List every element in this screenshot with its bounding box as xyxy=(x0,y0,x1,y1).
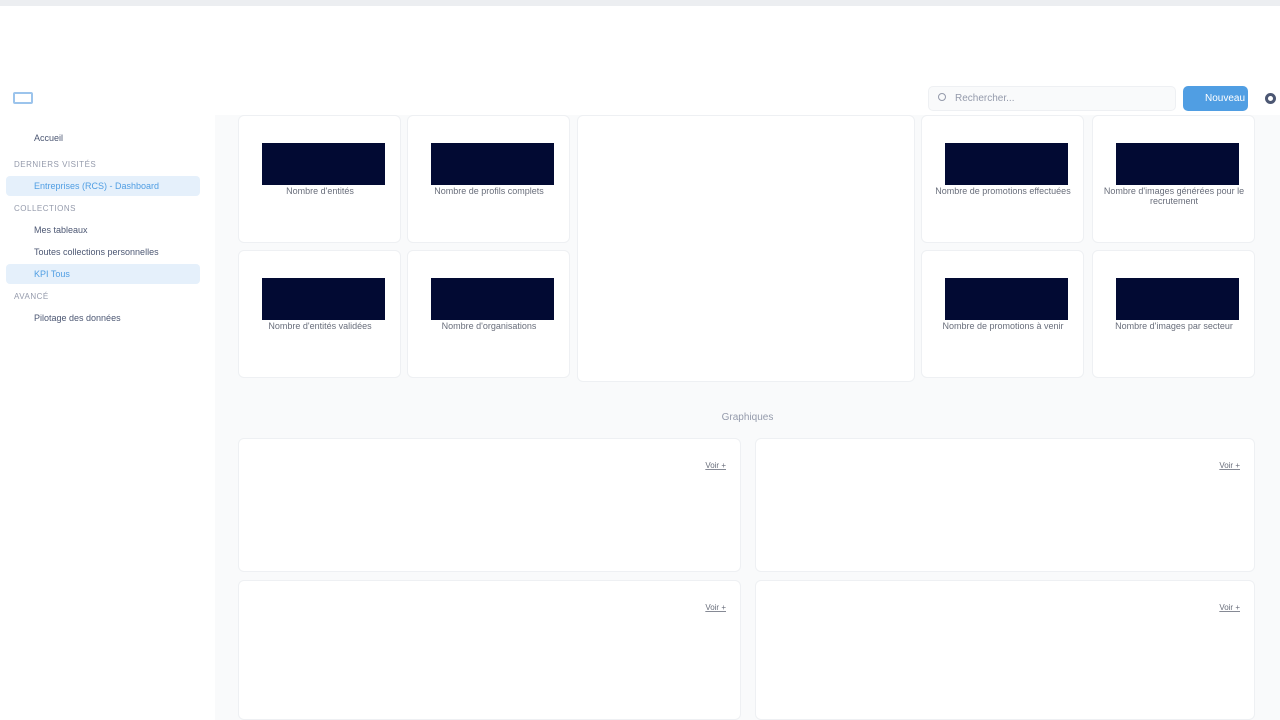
kpi-label: Nombre d'organisations xyxy=(441,321,537,331)
kpi-card: Nombre d'organisations xyxy=(407,250,570,378)
chart: Entités par ville (%)Nice5.556%Bordeaux3… xyxy=(578,116,914,381)
section-title: DERNIERS VISITÉS xyxy=(14,160,97,169)
dashboard: Nombre d'entités Nombre de profils comple… xyxy=(215,115,1280,720)
kpi-card: Nombre d'images par secteur xyxy=(1092,250,1255,378)
kpi-card: Nombre de promotions à venir xyxy=(921,250,1084,378)
nav-item[interactable]: Toutes collections personnelles xyxy=(34,247,159,257)
line-chart-card: Nombre de connexions par mois - TousVoir… xyxy=(238,438,741,572)
redacted-value xyxy=(262,278,385,320)
line-chart-card: Nombre de clics par jour - TousVoir +171… xyxy=(755,580,1255,720)
kpi-label: Nombre d'images par secteur xyxy=(1115,321,1233,331)
chart: Nombre de connexions par mois - TousVoir… xyxy=(705,461,726,470)
kpi-label: Nombre d'images générées pour le recrute… xyxy=(1103,186,1245,206)
redacted-value xyxy=(431,278,554,320)
line-chart-card: Nombre d'utilisateurs - TousVoir +101103… xyxy=(238,580,741,720)
kpi-label: Nombre de promotions à venir xyxy=(942,321,1064,331)
kpi-label: Nombre de profils complets xyxy=(434,186,544,196)
section-title: COLLECTIONS xyxy=(14,204,76,213)
chart: Profils par mois - TousVoir +54552502964… xyxy=(1219,461,1240,470)
kpi-card: Nombre d'entités validées xyxy=(238,250,401,378)
logo[interactable] xyxy=(13,92,33,104)
redacted-value xyxy=(431,143,554,185)
nav-item[interactable]: Mes tableaux xyxy=(34,225,88,235)
redacted-value xyxy=(945,278,1068,320)
kpi-card: Nombre d'entités xyxy=(238,115,401,243)
search-icon xyxy=(938,93,946,101)
chart-link[interactable]: Voir + xyxy=(1219,461,1240,470)
kpi-card: Nombre de promotions effectuées xyxy=(921,115,1084,243)
search-box[interactable]: Rechercher... xyxy=(928,86,1176,111)
nav-item[interactable]: KPI Tous xyxy=(6,264,200,284)
section-title: AVANCÉ xyxy=(14,292,49,301)
redacted-value xyxy=(1116,143,1239,185)
kpi-label: Nombre d'entités xyxy=(286,186,354,196)
chart: Nombre d'utilisateurs - TousVoir +101103… xyxy=(705,603,726,612)
line-chart-card: Profils par mois - TousVoir +54552502964… xyxy=(755,438,1255,572)
nav-item[interactable]: Entreprises (RCS) - Dashboard xyxy=(6,176,200,196)
chart: Nombre de clics par jour - TousVoir +171… xyxy=(1219,603,1240,612)
settings-icon[interactable] xyxy=(1265,93,1276,104)
nav-item[interactable]: Pilotage des données xyxy=(34,313,121,323)
kpi-label: Nombre de promotions effectuées xyxy=(935,186,1071,196)
redacted-value xyxy=(945,143,1068,185)
chart-link[interactable]: Voir + xyxy=(705,461,726,470)
redacted-value xyxy=(262,143,385,185)
section-title: Graphiques xyxy=(721,412,774,423)
kpi-card: Nombre d'images générées pour le recrute… xyxy=(1092,115,1255,243)
chart-link[interactable]: Voir + xyxy=(705,603,726,612)
nav-item[interactable]: Accueil xyxy=(34,133,64,143)
kpi-label: Nombre d'entités validées xyxy=(268,321,372,331)
new-button[interactable]: Nouveau xyxy=(1183,86,1248,111)
browser-bar xyxy=(0,0,1280,6)
sidebar: Accueil DERNIERS VISITÉS Entreprises (RCS)… xyxy=(0,120,210,720)
redacted-value xyxy=(1116,278,1239,320)
chart-link[interactable]: Voir + xyxy=(1219,603,1240,612)
kpi-card: Nombre de profils complets xyxy=(407,115,570,243)
pie-chart-card: Entités par ville (%)Nice5.556%Bordeaux3… xyxy=(577,115,915,382)
